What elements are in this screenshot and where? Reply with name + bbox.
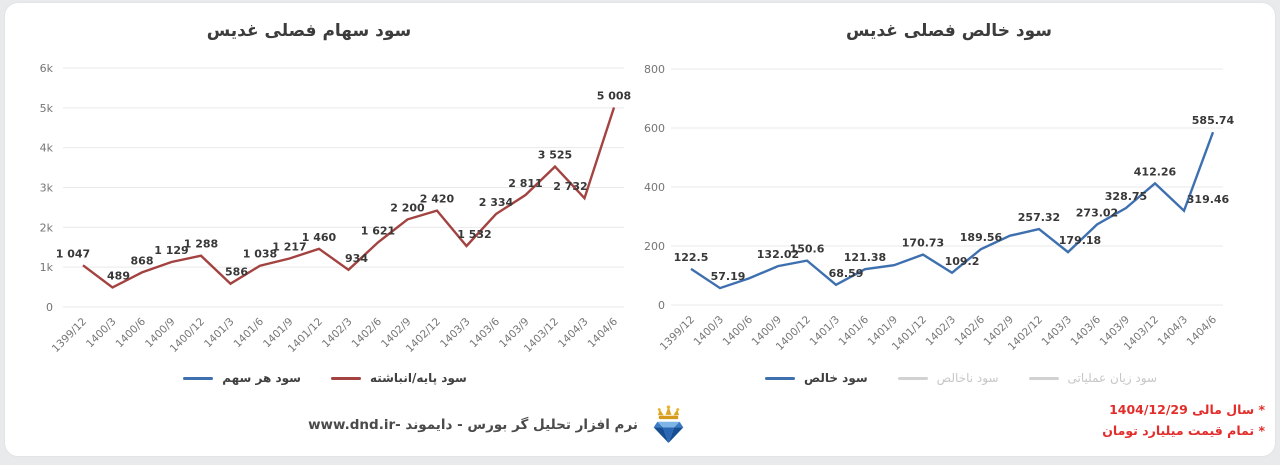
data-point-label: 328.75 [1105,190,1147,203]
y-axis-tick-label: 0 [658,299,665,312]
data-point-label: 2 811 [508,177,542,190]
y-axis-tick-label: 2k [40,221,54,234]
y-axis-tick-label: 3k [40,182,54,195]
data-point-label: 412.26 [1134,165,1177,178]
data-point-label: 179.18 [1059,234,1101,247]
fiscal-notes: * سال مالی 1404/12/29 * تمام قیمت میلیار… [1102,399,1265,441]
legend-item[interactable]: سود پایه/انباشته [330,371,467,385]
legend-line-swatch [1028,376,1059,380]
x-axis-tick-label: 1400/3 [692,314,727,349]
data-point-label: 1 460 [302,231,337,244]
x-axis-tick-label: 1399/12 [658,314,697,353]
data-point-label: 5 008 [597,90,631,103]
legend-label: سود زیان عملیاتی [1067,371,1158,385]
x-axis-tick-label: 1401/3 [202,316,237,351]
footer-brand-row: نرم افزار تحلیل گر بورس - دایموند -www.d… [5,403,990,447]
x-axis-tick-label: 1399/12 [50,316,89,355]
data-point-label: 1 621 [361,224,395,237]
y-axis-tick-label: 200 [644,240,665,253]
x-axis-tick-label: 1404/3 [1156,314,1191,349]
x-axis-tick-label: 1403/6 [468,315,503,350]
dashboard-card: سود سهام فصلی غدیس سود خالص فصلی غدیس 6k… [4,2,1276,457]
data-point-label: 189.56 [960,231,1003,244]
y-axis-tick-label: 4k [40,142,54,155]
data-point-label: 2 334 [479,196,514,209]
y-axis-tick-label: 600 [644,122,665,135]
x-axis-tick-label: 1400/3 [84,316,119,351]
legend-label: سود خالص [803,371,868,385]
data-point-label: 1 129 [154,244,188,257]
eps-chart-canvas[interactable]: 6k5k4k3k2k1k01399/121400/31400/61400/914… [5,49,645,371]
data-point-label: 868 [131,254,154,267]
y-axis-tick-label: 5k [40,102,54,115]
y-axis-tick-label: 6k [40,62,54,75]
data-point-label: 1 288 [184,238,218,251]
data-point-label: 3 525 [538,149,572,162]
legend-label: سود ناخالص [936,371,999,385]
y-axis-tick-label: 800 [644,63,665,76]
eps-chart-legend: سود هر سهم سود پایه/انباشته [5,369,645,387]
x-axis-tick-label: 1402/6 [953,313,988,348]
legend-line-swatch [764,376,795,380]
fiscal-year-note: * سال مالی 1404/12/29 [1109,402,1265,417]
x-axis-tick-label: 1404/3 [556,316,591,351]
net-profit-chart-title: سود خالص فصلی غدیس [846,21,1052,41]
net-profit-chart-legend: سود خالص سود ناخالص سود زیان عملیاتی [641,369,1280,387]
y-axis-tick-label: 1k [40,261,54,274]
legend-label: سود پایه/انباشته [369,371,467,385]
series-line [82,107,616,289]
y-axis-tick-label: 400 [644,181,665,194]
legend-item[interactable]: سود ناخالص [897,371,999,385]
data-point-label: 68.59 [829,267,864,280]
legend-label: سود هر سهم [222,371,301,385]
x-axis-tick-label: 1404/6 [586,315,621,350]
data-point-label: 273.02 [1076,206,1118,219]
data-point-label: 122.5 [674,251,709,264]
unit-note: * تمام قیمت میلیارد تومان [1102,423,1265,438]
data-point-label: 57.19 [711,270,746,283]
x-axis-tick-label: 1403/3 [438,316,473,351]
data-point-label: 257.32 [1018,211,1060,224]
brand-text: نرم افزار تحلیل گر بورس - دایموند -www.d… [308,417,638,433]
diamond-crown-logo-icon [653,405,684,444]
x-axis-tick-label: 1401/6 [837,313,872,348]
legend-item[interactable]: سود خالص [764,371,868,385]
data-point-label: 319.46 [1187,193,1230,206]
data-point-label: 2 732 [553,180,587,193]
legend-line-swatch [330,376,361,380]
x-axis-tick-label: 1403/6 [1069,313,1104,348]
x-axis-tick-label: 1404/6 [1185,313,1220,348]
data-point-label: 1 532 [457,228,491,241]
data-point-label: 121.38 [844,251,886,264]
data-point-label: 586 [225,266,248,279]
legend-line-swatch [183,376,214,380]
net-profit-chart-canvas[interactable]: 80060040020001399/121400/31400/61400/914… [641,49,1280,371]
x-axis-tick-label: 1400/6 [721,313,756,348]
x-axis-tick-label: 1401/3 [808,314,843,349]
x-axis-tick-label: 1402/3 [924,314,959,349]
x-axis-tick-label: 1401/6 [232,315,267,350]
data-point-label: 150.6 [790,243,825,256]
y-axis-tick-label: 0 [46,301,53,314]
data-point-label: 1 038 [243,248,277,261]
data-point-label: 2 200 [390,201,425,214]
legend-item[interactable]: سود هر سهم [183,371,301,385]
legend-line-swatch [897,376,928,380]
data-point-label: 489 [107,270,130,283]
x-axis-tick-label: 1403/3 [1040,314,1075,349]
data-point-label: 170.73 [902,237,944,250]
data-point-label: 132.02 [757,248,799,261]
series-line [690,131,1215,290]
x-axis-tick-label: 1402/3 [320,316,355,351]
data-point-label: 934 [345,252,368,265]
data-point-label: 1 047 [56,247,90,260]
data-point-label: 585.74 [1192,114,1235,127]
x-axis-tick-label: 1400/6 [114,315,149,350]
data-point-label: 1 217 [272,241,306,254]
eps-chart-title: سود سهام فصلی غدیس [206,21,412,41]
x-axis-tick-label: 1402/6 [350,315,385,350]
legend-item[interactable]: سود زیان عملیاتی [1028,371,1158,385]
data-point-label: 2 420 [420,193,455,206]
data-point-label: 109.2 [945,255,980,268]
